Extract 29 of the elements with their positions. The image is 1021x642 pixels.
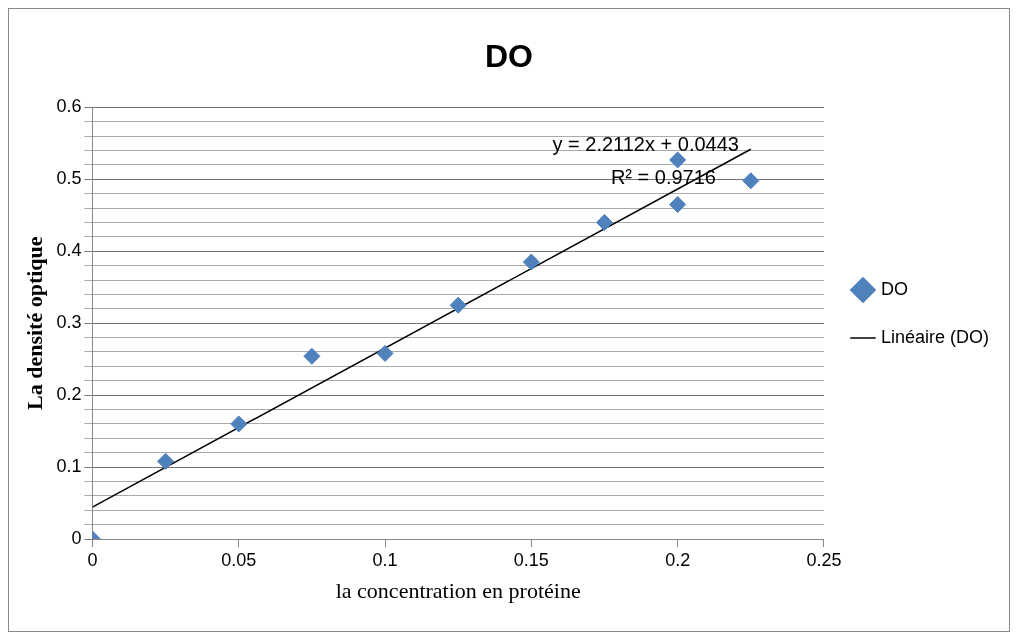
y-axis-title: La densité optique <box>21 236 47 410</box>
point <box>157 452 175 470</box>
y-tick-label: 0.2 <box>56 384 82 405</box>
x-tick-label: 0.15 <box>513 549 549 570</box>
point <box>230 415 248 433</box>
annotation: y = 2.2112x + 0.0443 <box>552 132 739 155</box>
x-axis-title: la concentration en protéine <box>335 577 581 603</box>
point <box>596 213 613 231</box>
point <box>742 172 760 190</box>
x-tick-label: 0.25 <box>806 549 842 570</box>
x-tick-label: 0.05 <box>221 549 257 570</box>
x-tick-label: 0.2 <box>665 549 691 570</box>
y-tick-label: 0.5 <box>56 168 82 189</box>
y-tick-label: 0.4 <box>56 240 82 261</box>
point <box>669 196 687 214</box>
y-tick-label: 0.3 <box>56 312 82 333</box>
point <box>449 296 467 314</box>
legend-label: Linéaire (DO) <box>880 326 990 347</box>
x-tick-label: 0.1 <box>372 549 398 570</box>
point <box>376 344 394 362</box>
legend-label: DO <box>880 278 908 299</box>
point <box>522 253 540 271</box>
point <box>303 347 321 365</box>
y-tick-label: 0.1 <box>56 456 82 477</box>
point <box>669 151 687 169</box>
chart-title: DO <box>485 38 533 75</box>
y-tick-label: 0.6 <box>56 96 82 117</box>
x-tick-label: 0 <box>87 549 98 570</box>
y-tick-label: 0 <box>71 527 82 548</box>
